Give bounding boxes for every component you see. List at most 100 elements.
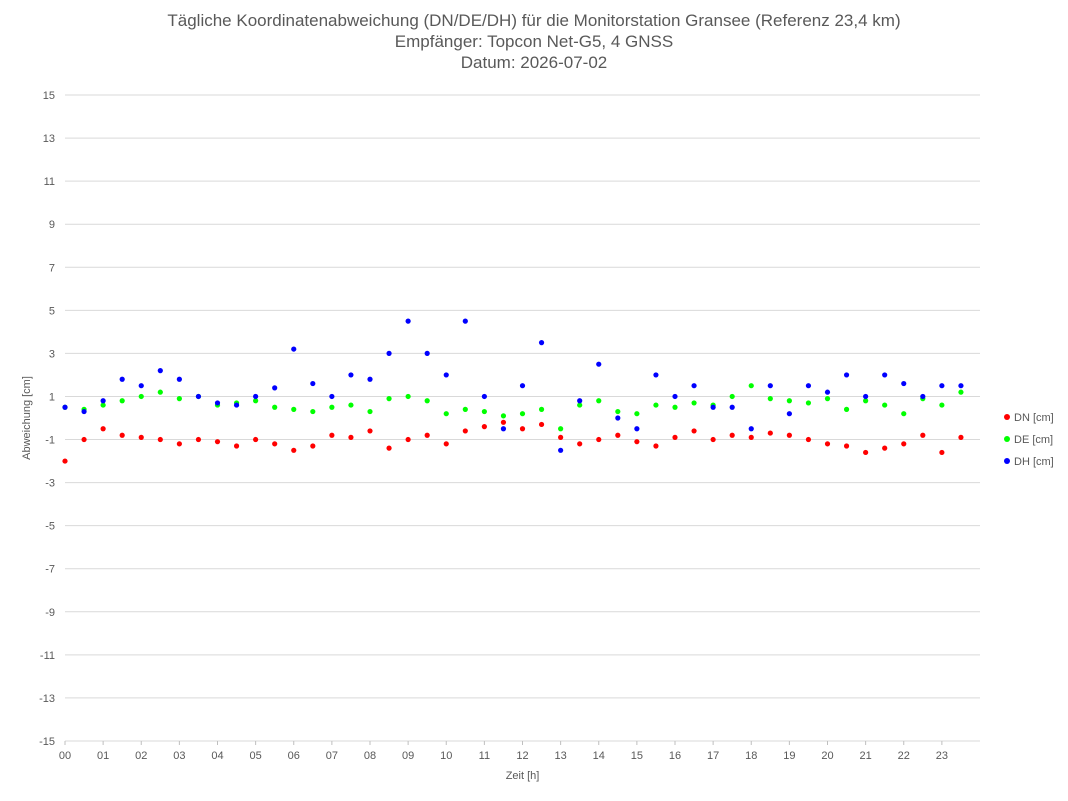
data-point [310,408,316,415]
data-point [195,393,202,400]
data-point [500,413,507,419]
data-point [157,436,163,443]
data-point [386,350,392,356]
data-point [519,411,526,417]
data-point [634,439,640,445]
data-point [329,432,335,438]
y-tick-label: 1 [49,391,55,403]
data-point [100,402,106,408]
y-tick-label: -11 [40,650,55,662]
legend-item: DH [cm] [1004,456,1054,468]
data-point [729,393,735,400]
y-tick-label: 7 [49,262,55,274]
legend-label: DE [cm] [1014,434,1053,446]
data-point [291,447,297,453]
data-point [596,436,602,443]
y-tick-label: 3 [49,348,55,360]
y-tick-label: -7 [45,564,55,576]
data-point [424,350,430,356]
data-point [481,408,487,415]
data-point [291,406,297,412]
data-point [386,445,392,451]
chart-date: Datum: 2026-07-02 [460,53,608,72]
data-point [272,404,278,410]
x-tick-label: 10 [440,750,452,762]
data-point [958,434,964,440]
data-point [843,372,850,378]
data-point [405,436,411,443]
data-point [367,376,373,382]
data-point [615,415,621,421]
data-points [62,318,964,464]
data-point [424,432,430,438]
data-point [672,393,678,400]
data-point [577,441,583,447]
x-tick-label: 02 [135,750,147,762]
data-point [367,428,373,434]
x-tick-label: 18 [745,750,757,762]
chart-subtitle: Empfänger: Topcon Net-G5, 4 GNSS [394,32,674,51]
data-point [558,434,564,440]
data-point [233,443,240,449]
y-tick-label: 13 [43,133,55,145]
data-point [348,402,354,408]
data-point [710,404,716,410]
data-point [214,400,221,406]
legend: DN [cm] DE [cm] DH [cm] [1004,412,1054,468]
x-axis-title: Zeit [h] [506,770,540,782]
data-point [348,372,354,378]
data-point [863,398,869,404]
data-point [634,426,640,432]
legend-label: DH [cm] [1014,456,1054,468]
data-point [176,441,182,447]
data-point [901,380,907,387]
data-point [558,426,564,432]
data-point [462,318,468,324]
data-point [424,398,430,404]
x-axis: 00 01 02 03 04 05 06 07 08 09 10 11 12 13 14 15 16 17 18 19… [59,741,948,762]
data-point [500,419,507,425]
data-point [958,389,964,395]
data-point [119,376,125,382]
y-axis-title: Abweichung [cm] [21,376,33,460]
data-point [920,432,926,438]
data-point [843,406,850,412]
series-dh [62,318,964,453]
data-point [100,426,106,432]
data-point [710,436,716,443]
data-point [843,443,850,449]
data-point [558,447,564,453]
data-point [653,402,659,408]
data-point [538,421,545,428]
y-tick-label: -9 [45,607,55,619]
data-point [615,408,621,415]
data-point [634,411,640,417]
data-point [653,372,659,378]
data-point [462,406,468,412]
data-point [672,434,678,440]
data-point [176,376,182,382]
data-point [519,383,526,389]
chart-title-block: Tägliche Koordinatenabweichung (DN/DE/DH… [0,10,1068,73]
data-point [348,434,354,440]
data-point [310,380,316,387]
data-point [767,383,773,389]
y-axis: 15 13 11 9 7 5 3 1 -1 -3 -5 -7 -9 -11 -13 -15 [39,90,55,748]
data-point [939,449,945,456]
data-point [329,404,335,410]
data-point [367,408,373,415]
data-point [405,318,411,324]
data-point [958,383,964,389]
x-tick-label: 00 [59,750,71,762]
data-point [195,436,202,443]
data-point [253,398,259,404]
data-point [596,361,602,367]
data-point [824,389,831,395]
y-tick-label: -5 [45,521,55,533]
data-point [882,402,888,408]
data-point [233,402,240,408]
data-point [901,411,907,417]
data-point [310,443,316,449]
y-tick-label: 15 [43,90,55,102]
data-point [805,436,812,443]
